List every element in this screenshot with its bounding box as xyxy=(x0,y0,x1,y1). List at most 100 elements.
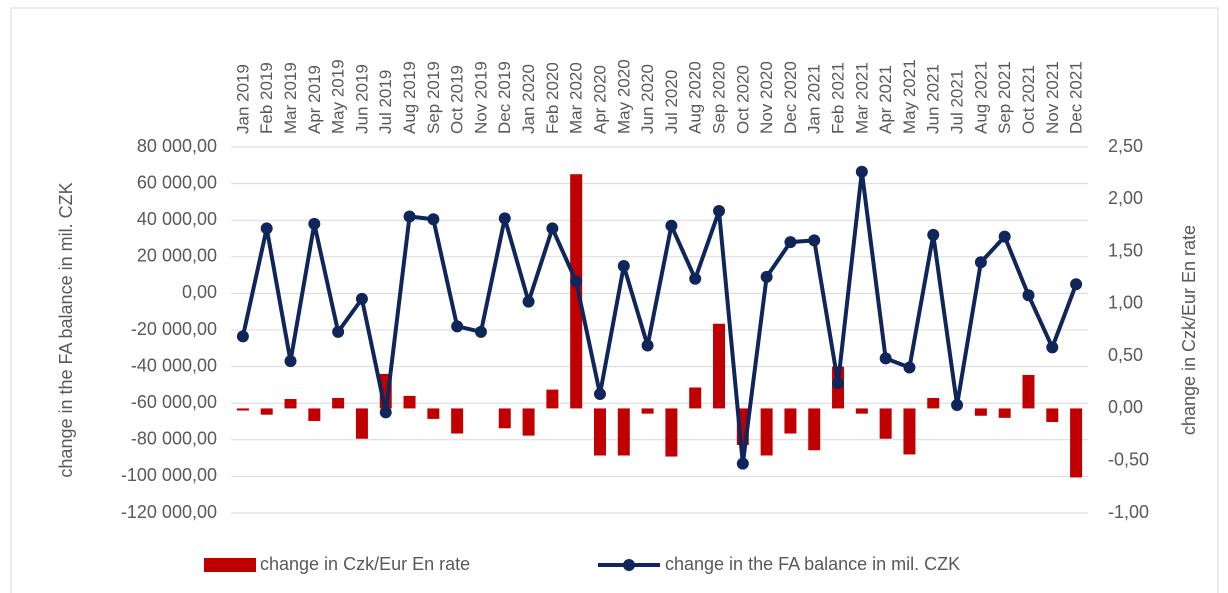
bar xyxy=(593,408,606,456)
bar xyxy=(713,323,726,409)
bar xyxy=(1022,374,1035,409)
line-marker xyxy=(546,222,559,235)
line-marker xyxy=(641,339,654,352)
line-marker xyxy=(403,210,416,223)
line-marker xyxy=(498,212,511,225)
y-tick-label: -60 000,00 xyxy=(131,392,217,412)
line-marker xyxy=(974,256,987,269)
x-tick-label: May 2021 xyxy=(900,59,919,134)
line-marker xyxy=(570,275,583,288)
bar xyxy=(522,408,535,436)
bar xyxy=(284,399,297,409)
x-tick-label: Sep 2020 xyxy=(709,61,728,134)
x-tick-label: Feb 2019 xyxy=(257,62,276,134)
x-tick-label: Jan 2021 xyxy=(805,64,824,134)
line-marker xyxy=(665,219,678,232)
y-tick-label: 20 000,00 xyxy=(137,246,217,266)
y-tick-label: 60 000,00 xyxy=(137,172,217,192)
x-tick-label: Mar 2021 xyxy=(852,62,871,134)
x-tick-label: Feb 2020 xyxy=(543,62,562,134)
bar xyxy=(641,408,654,414)
x-tick-label: Apr 2019 xyxy=(305,65,324,134)
bar xyxy=(903,408,916,455)
x-tick-label: Jul 2019 xyxy=(376,70,395,134)
y2-tick-label: 0,50 xyxy=(1108,345,1143,365)
x-tick-label: Nov 2020 xyxy=(757,61,776,134)
x-tick-label: Jul 2021 xyxy=(948,70,967,134)
bar xyxy=(546,389,559,409)
line-marker xyxy=(1022,289,1035,302)
y-tick-label: -100 000,00 xyxy=(121,465,217,485)
line-marker xyxy=(689,272,702,285)
x-tick-label: Dec 2021 xyxy=(1067,61,1086,134)
bar xyxy=(260,408,273,415)
bar xyxy=(689,387,702,409)
line-marker xyxy=(927,228,940,241)
line-marker xyxy=(736,457,749,470)
bar xyxy=(998,408,1011,418)
bar xyxy=(879,408,892,439)
x-tick-label: Nov 2021 xyxy=(1043,61,1062,134)
x-tick-label: Jan 2020 xyxy=(519,64,538,134)
legend-swatch xyxy=(204,558,256,572)
line-marker xyxy=(1046,341,1059,354)
x-tick-label: Jun 2020 xyxy=(638,64,657,134)
x-tick-label: Oct 2019 xyxy=(448,65,467,134)
x-tick-label: Jan 2019 xyxy=(233,64,252,134)
x-tick-label: May 2019 xyxy=(329,59,348,134)
bar xyxy=(451,408,464,434)
line-marker xyxy=(332,325,345,338)
x-tick-label: Oct 2021 xyxy=(1019,65,1038,134)
line-marker xyxy=(284,355,297,368)
x-tick-label: Aug 2020 xyxy=(686,61,705,134)
x-tick-label: Apr 2021 xyxy=(876,65,895,134)
y-tick-label: 80 000,00 xyxy=(137,136,217,156)
x-tick-label: Jun 2021 xyxy=(924,64,943,134)
y-tick-label: -80 000,00 xyxy=(131,429,217,449)
line-marker xyxy=(998,230,1011,243)
bar xyxy=(403,395,416,409)
line-marker xyxy=(308,217,321,230)
y2-axis-title: change in Czk/Eur En rate xyxy=(1179,225,1199,435)
bar xyxy=(498,408,511,429)
line-marker xyxy=(760,270,773,283)
bar xyxy=(570,174,583,409)
y-tick-label: -40 000,00 xyxy=(131,355,217,375)
bar xyxy=(855,408,868,414)
y-axis-title: change in the FA balance in mil. CZK xyxy=(56,182,76,477)
line-marker xyxy=(593,388,606,401)
y-tick-label: 0,00 xyxy=(182,282,217,302)
y-tick-label: -120 000,00 xyxy=(121,502,217,522)
line-marker xyxy=(355,292,368,305)
bar xyxy=(427,408,440,419)
bar xyxy=(927,397,940,409)
x-tick-label: Feb 2021 xyxy=(829,62,848,134)
bar xyxy=(617,408,630,456)
y2-tick-label: 2,00 xyxy=(1108,188,1143,208)
y-tick-label: -20 000,00 xyxy=(131,319,217,339)
line xyxy=(240,169,1078,466)
bar xyxy=(355,408,368,439)
line-marker xyxy=(236,330,249,343)
x-tick-label: Jul 2020 xyxy=(662,70,681,134)
line-marker xyxy=(474,325,487,338)
y2-tick-label: 0,00 xyxy=(1108,397,1143,417)
legend-label: change in the FA balance in mil. CZK xyxy=(665,554,960,574)
legend-swatch-marker xyxy=(623,559,635,571)
x-tick-label: Apr 2020 xyxy=(590,65,609,134)
line-marker xyxy=(903,361,916,374)
x-tick-label: Sep 2021 xyxy=(995,61,1014,134)
line-marker xyxy=(808,234,821,247)
line-marker xyxy=(832,377,845,390)
line-marker xyxy=(855,165,868,178)
y2-tick-label: -0,50 xyxy=(1108,449,1149,469)
line-marker xyxy=(379,406,392,419)
line-marker xyxy=(951,399,964,412)
x-tick-label: Dec 2019 xyxy=(495,61,514,134)
line-marker xyxy=(260,222,273,235)
x-tick-label: Dec 2020 xyxy=(781,61,800,134)
chart-frame xyxy=(10,7,1219,593)
bar xyxy=(332,397,345,409)
x-tick-label: Mar 2019 xyxy=(281,62,300,134)
